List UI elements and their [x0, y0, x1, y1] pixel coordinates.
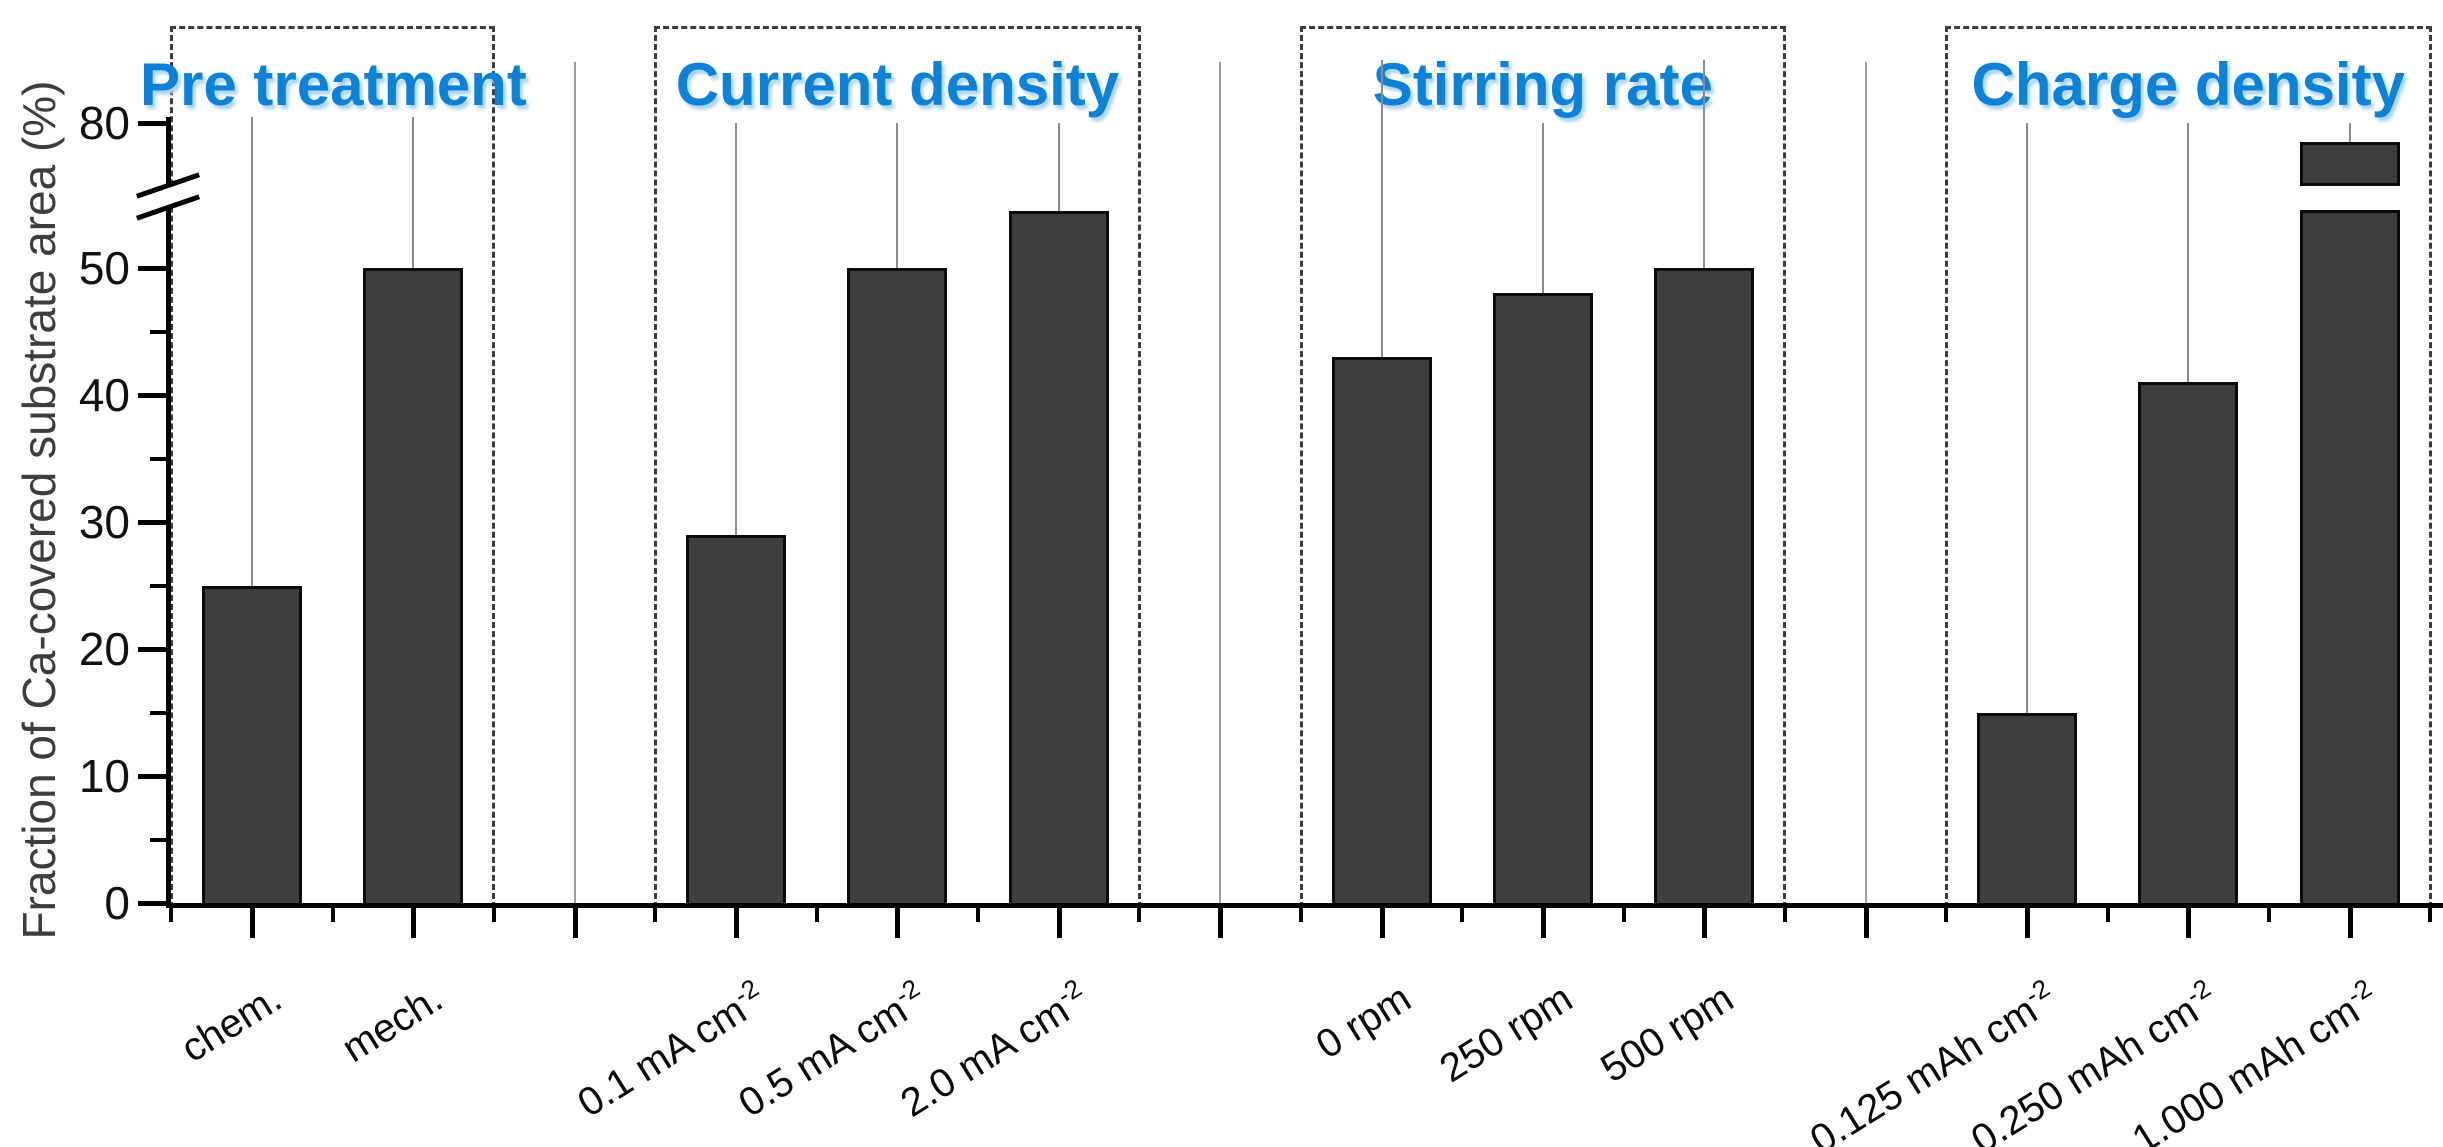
error-whisker-line [412, 116, 415, 276]
y-major-tick [138, 121, 166, 126]
x-major-tick [734, 906, 740, 938]
x-minor-tick [1460, 906, 1465, 922]
error-whisker-line [1380, 59, 1383, 365]
y-axis-line [166, 117, 171, 908]
x-minor-tick [1944, 906, 1949, 922]
x-minor-tick [1298, 906, 1303, 922]
error-whisker-line [2025, 123, 2028, 721]
y-minor-tick [150, 583, 166, 588]
group-title: Stirring rate [1372, 51, 1713, 118]
y-major-tick [138, 774, 166, 779]
x-minor-tick [2105, 906, 2110, 922]
error-whisker-line [1057, 123, 1060, 219]
error-whisker-line [735, 123, 738, 543]
x-major-tick [250, 906, 255, 938]
bar-lower-segment [2299, 210, 2400, 906]
y-major-tick [138, 647, 166, 652]
x-minor-tick [492, 906, 496, 922]
x-tick-label: 250 rpm [1432, 976, 1580, 1092]
y-major-tick [138, 901, 166, 906]
x-major-tick [2186, 906, 2192, 938]
group-box [1299, 26, 1787, 908]
x-major-tick [572, 906, 578, 938]
error-whisker-line [2348, 123, 2351, 151]
x-minor-tick [1782, 906, 1787, 922]
x-major-tick [1056, 906, 1062, 938]
group-title: Charge density [1971, 51, 2405, 118]
y-major-tick [138, 520, 166, 525]
x-minor-tick [814, 906, 819, 922]
x-major-tick [411, 906, 417, 938]
x-tick-label-text: 250 rpm [1432, 976, 1581, 1092]
x-tick-label: 500 rpm [1594, 976, 1742, 1092]
y-tick-label: 20 [78, 623, 130, 675]
y-major-tick [138, 393, 166, 398]
y-tick-label: 50 [78, 242, 130, 294]
x-major-tick [1863, 906, 1869, 938]
y-minor-tick [150, 456, 166, 461]
x-axis-line [166, 903, 2443, 908]
bar [1331, 356, 1432, 906]
y-minor-tick [150, 710, 166, 715]
y-tick-label: 0 [104, 877, 130, 929]
x-tick-label-text: 0 rpm [1308, 976, 1419, 1068]
x-tick-label-text: 500 rpm [1593, 976, 1742, 1092]
bar-upper-segment [2299, 142, 2400, 186]
group-separator-line [1864, 62, 1867, 903]
group-box [654, 26, 1141, 908]
bar [2138, 382, 2239, 906]
x-major-tick [2347, 906, 2353, 938]
y-minor-tick [150, 837, 166, 842]
bar [1976, 712, 2077, 906]
bar [847, 268, 948, 906]
y-tick-label: 40 [78, 369, 130, 421]
y-tick-label: 10 [78, 750, 130, 802]
error-whisker-line [251, 116, 253, 594]
group-title: Pre treatment [140, 51, 527, 118]
x-minor-tick [976, 906, 981, 922]
y-tick-label: 30 [78, 496, 130, 548]
y-tick-label: 80 [78, 97, 130, 149]
x-tick-label-text: 0.1 mA cm [570, 988, 754, 1126]
bar [1654, 268, 1755, 906]
group-separator-line [573, 62, 576, 903]
group-title: Current density [675, 51, 1120, 118]
x-minor-tick [330, 906, 335, 922]
bar [1008, 210, 1109, 907]
x-minor-tick [1621, 906, 1626, 922]
x-minor-tick [169, 906, 174, 922]
group-separator-line [1219, 62, 1222, 903]
group-box [1944, 26, 2432, 908]
x-minor-tick [2266, 906, 2271, 922]
bar [363, 268, 464, 906]
x-minor-tick [653, 906, 658, 922]
error-whisker-line [1703, 59, 1706, 276]
x-tick-label-text: mech. [334, 976, 451, 1072]
x-minor-tick [1137, 906, 1142, 922]
bar [202, 585, 302, 906]
x-major-tick [2024, 906, 2030, 938]
error-whisker-line [2187, 123, 2190, 391]
x-major-tick [1379, 906, 1385, 938]
x-major-tick [1702, 906, 1708, 938]
error-whisker-line [896, 123, 899, 276]
group-box [170, 26, 496, 908]
error-whisker-line [1541, 123, 1544, 302]
x-tick-label-text: chem. [173, 976, 290, 1072]
x-minor-tick [2428, 906, 2433, 922]
x-tick-label: mech. [335, 976, 451, 1072]
bar [1492, 293, 1593, 906]
y-major-tick [138, 266, 166, 271]
x-tick-label: 0 rpm [1309, 976, 1420, 1068]
x-major-tick [895, 906, 901, 938]
x-major-tick [1540, 906, 1546, 938]
y-minor-tick [150, 329, 166, 334]
x-major-tick [1218, 906, 1224, 938]
bar [686, 534, 787, 906]
x-tick-label: chem. [174, 976, 290, 1072]
